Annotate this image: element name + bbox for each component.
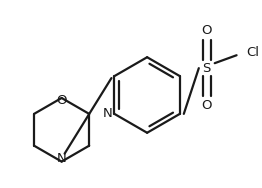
Text: O: O — [201, 99, 212, 112]
Text: S: S — [203, 62, 211, 75]
Text: N: N — [102, 107, 112, 120]
Text: O: O — [56, 94, 67, 108]
Text: O: O — [201, 24, 212, 37]
Text: N: N — [57, 152, 67, 165]
Text: Cl: Cl — [247, 46, 260, 59]
